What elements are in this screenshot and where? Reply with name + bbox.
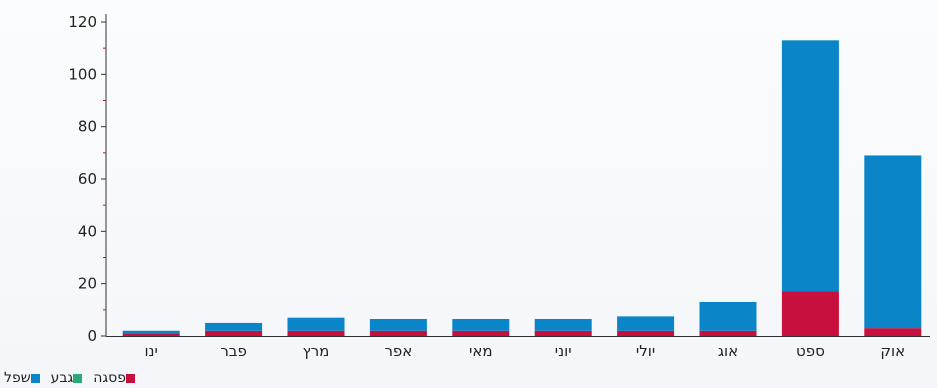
legend-label-0: שפל	[4, 370, 31, 386]
x-category-label-9: אוק	[880, 342, 905, 360]
legend-swatch-1	[73, 373, 83, 383]
bar-3-series-0	[369, 330, 427, 336]
x-category-label-8: ספט	[796, 342, 825, 360]
y-tick-label-80: 80	[78, 118, 97, 136]
legend-swatch-2	[126, 373, 136, 383]
x-category-label-5: יוני	[555, 342, 572, 360]
bar-0-series-2	[122, 330, 180, 334]
bar-8-series-2	[781, 40, 839, 292]
bar-1-series-2	[205, 322, 263, 331]
legend-item-0: שפל	[4, 370, 43, 386]
x-category-label-7: אוג	[718, 342, 738, 360]
bars-group	[122, 40, 922, 336]
bar-9-series-2	[864, 155, 922, 329]
bar-2-series-0	[287, 330, 345, 336]
x-category-label-1: פבר	[220, 342, 247, 360]
x-category-label-2: מרץ	[303, 342, 330, 360]
bar-9-series-0	[864, 328, 922, 336]
legend-swatch-0	[30, 373, 40, 383]
y-tick-label-40: 40	[78, 222, 97, 240]
bar-8-series-0	[781, 291, 839, 336]
x-category-label-3: אפר	[384, 342, 412, 360]
labels-group: 0 20 40 60 80 100 120 ינו פבר מרץ אפר מאי יוני יולי או…	[68, 13, 905, 360]
bar-2-series-2	[287, 317, 345, 331]
axes-group	[101, 14, 930, 337]
bar-3-series-2	[369, 318, 427, 331]
y-tick-label-20: 20	[78, 275, 97, 293]
bar-0-series-0	[122, 333, 180, 336]
x-category-label-0: ינו	[144, 342, 157, 360]
y-tick-label-0: 0	[87, 327, 97, 345]
bar-5-series-2	[534, 318, 592, 331]
legend-item-2: פסגה	[93, 370, 138, 386]
bar-7-series-0	[699, 330, 757, 336]
legend-label-2: פסגה	[93, 370, 127, 386]
bar-6-series-0	[617, 330, 675, 336]
y-tick-label-120: 120	[68, 13, 97, 31]
bar-7-series-2	[699, 301, 757, 331]
bar-5-series-0	[534, 330, 592, 336]
legend: שפל גבע פסגה	[4, 369, 146, 387]
y-tick-label-60: 60	[78, 170, 97, 188]
bar-4-series-2	[452, 318, 510, 331]
y-tick-label-100: 100	[68, 65, 97, 83]
bar-4-series-0	[452, 330, 510, 336]
x-category-label-6: יולי	[636, 342, 655, 360]
x-category-label-4: מאי	[469, 342, 493, 360]
bar-1-series-0	[205, 330, 263, 336]
bar-6-series-2	[617, 316, 675, 331]
legend-item-1: גבע	[51, 370, 86, 386]
legend-label-1: גבע	[50, 370, 74, 386]
